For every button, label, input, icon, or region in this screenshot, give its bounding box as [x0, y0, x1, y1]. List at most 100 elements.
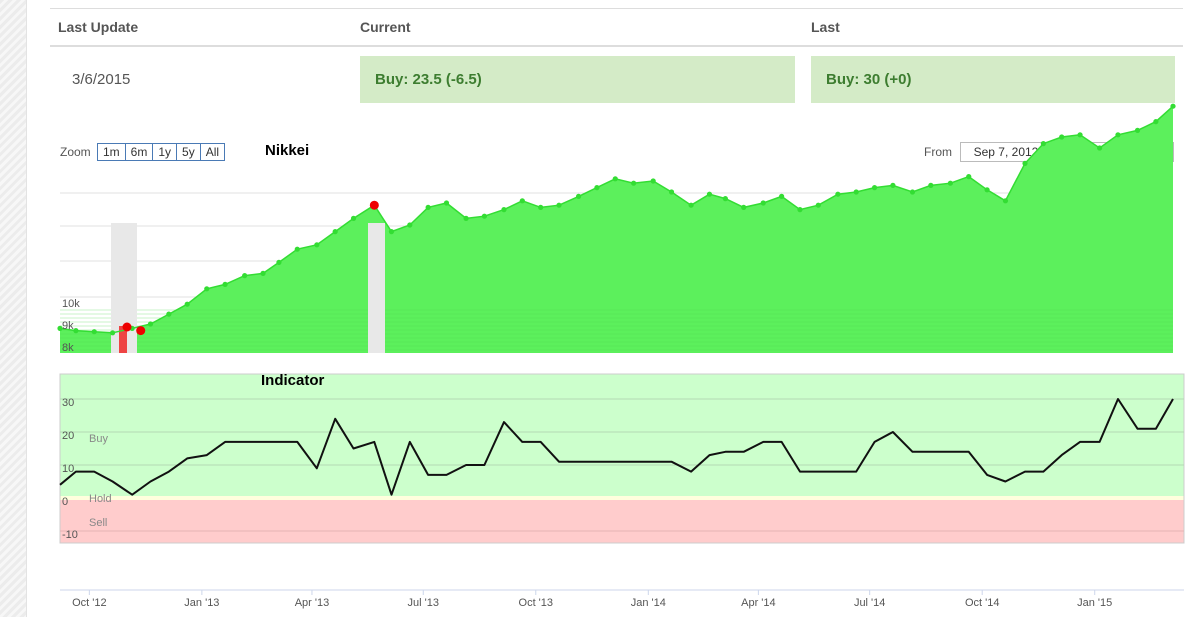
- buy-zone-band: [60, 374, 1184, 500]
- price-area: [60, 106, 1173, 353]
- indicator-y-tick-label: 0: [62, 496, 68, 508]
- price-point: [519, 198, 525, 204]
- x-axis-label: Jan '15: [1077, 597, 1112, 609]
- price-point: [501, 207, 507, 213]
- price-point: [779, 193, 785, 199]
- indicator-y-tick-label: 30: [62, 397, 74, 409]
- price-point: [57, 325, 63, 331]
- price-point: [407, 222, 413, 228]
- last-update-date: 3/6/2015: [72, 71, 131, 88]
- chart-title: Nikkei: [265, 142, 310, 159]
- x-axis: Oct '12 Jan '13 Apr '13 Jul '13 Oct '13 Jan '…: [60, 589, 1184, 609]
- price-point: [91, 329, 97, 335]
- price-point: [425, 204, 431, 210]
- price-point: [1115, 132, 1121, 138]
- price-point: [481, 213, 488, 219]
- price-chart: 8k 9k 10k: [57, 103, 1176, 354]
- price-point: [204, 286, 210, 292]
- header-last-update: Last Update: [58, 19, 139, 35]
- price-point: [242, 273, 248, 279]
- price-y-tick-label: 10k: [62, 298, 80, 310]
- price-point: [594, 185, 600, 191]
- price-point: [147, 321, 154, 327]
- indicator-chart: 30 20 10 0 -10 Buy Hold Sell: [59, 373, 1185, 544]
- price-point: [314, 242, 320, 248]
- indicator-line: [59, 398, 1174, 496]
- price-point: [706, 191, 713, 197]
- x-axis-label: Apr '14: [741, 597, 776, 609]
- x-axis-label: Oct '12: [72, 597, 107, 609]
- x-axis-label: Jul '13: [408, 597, 439, 609]
- price-point: [966, 174, 972, 180]
- price-point: [443, 200, 450, 206]
- left-pattern-strip: [0, 0, 26, 617]
- price-point: [260, 270, 266, 276]
- zoom-button-group: 1m 6m 1y 5y All: [97, 143, 226, 161]
- sell-bar: [119, 326, 127, 353]
- indicator-title: Indicator: [261, 372, 325, 389]
- price-point: [741, 204, 747, 210]
- price-point: [222, 281, 228, 287]
- price-point: [612, 176, 618, 182]
- price-point: [294, 246, 300, 252]
- price-point: [575, 193, 582, 199]
- price-point: [332, 229, 338, 235]
- indicator-frame: [59, 373, 1185, 544]
- price-point: [1022, 160, 1028, 166]
- price-point: [815, 202, 821, 208]
- zoom-6m-button[interactable]: 6m: [125, 144, 154, 160]
- price-point: [463, 215, 469, 221]
- signal-marker: [136, 326, 146, 336]
- price-point: [1002, 198, 1009, 204]
- zone-label-hold: Hold: [89, 493, 112, 505]
- price-point: [350, 215, 357, 221]
- price-point: [166, 311, 172, 317]
- price-point: [1170, 103, 1176, 109]
- price-point: [797, 207, 803, 213]
- signal-highlight-band: [368, 223, 385, 353]
- price-point: [109, 330, 116, 336]
- signal-marker: [122, 322, 132, 332]
- x-axis-label: Jul '14: [854, 597, 885, 609]
- zoom-1m-button[interactable]: 1m: [98, 144, 126, 160]
- price-point: [631, 180, 637, 186]
- x-axis-label: Apr '13: [295, 597, 330, 609]
- zoom-1y-button[interactable]: 1y: [153, 144, 178, 160]
- price-point: [928, 182, 934, 188]
- price-point: [1040, 141, 1046, 147]
- price-y-tick-label: 9k: [62, 320, 74, 332]
- indicator-y-tick-label: 10: [62, 463, 74, 475]
- price-point: [890, 182, 896, 188]
- zoom-5y-button[interactable]: 5y: [177, 144, 201, 160]
- price-point: [1059, 134, 1065, 140]
- price-point: [835, 191, 841, 197]
- price-point: [760, 200, 766, 206]
- x-axis-label: Jan '14: [631, 597, 666, 609]
- signal-marker: [369, 200, 379, 210]
- x-axis-label: Jan '13: [184, 597, 219, 609]
- price-point: [556, 202, 562, 208]
- x-axis-label: Oct '13: [519, 597, 554, 609]
- price-y-tick-label: 8k: [62, 342, 74, 354]
- zoom-all-button[interactable]: All: [200, 144, 225, 160]
- price-point: [388, 229, 395, 235]
- price-point: [1097, 145, 1103, 151]
- price-point: [853, 189, 859, 195]
- price-point: [650, 178, 656, 184]
- price-point: [1153, 119, 1159, 125]
- hold-zone-band: [60, 496, 1184, 500]
- price-point: [276, 259, 282, 265]
- price-point: [184, 301, 190, 307]
- price-point: [871, 185, 878, 191]
- zoom-label: Zoom: [60, 145, 91, 159]
- price-point: [668, 189, 675, 195]
- indicator-y-tick-label: -10: [62, 529, 78, 541]
- table-top-border: [50, 8, 1183, 9]
- x-axis-label: Oct '14: [965, 597, 1000, 609]
- price-point: [947, 180, 954, 186]
- price-point: [1077, 132, 1083, 138]
- table-header-border: [50, 45, 1183, 47]
- sell-zone-band: [60, 500, 1184, 543]
- last-signal-badge: Buy: 30 (+0): [811, 56, 1175, 103]
- price-point: [909, 189, 916, 195]
